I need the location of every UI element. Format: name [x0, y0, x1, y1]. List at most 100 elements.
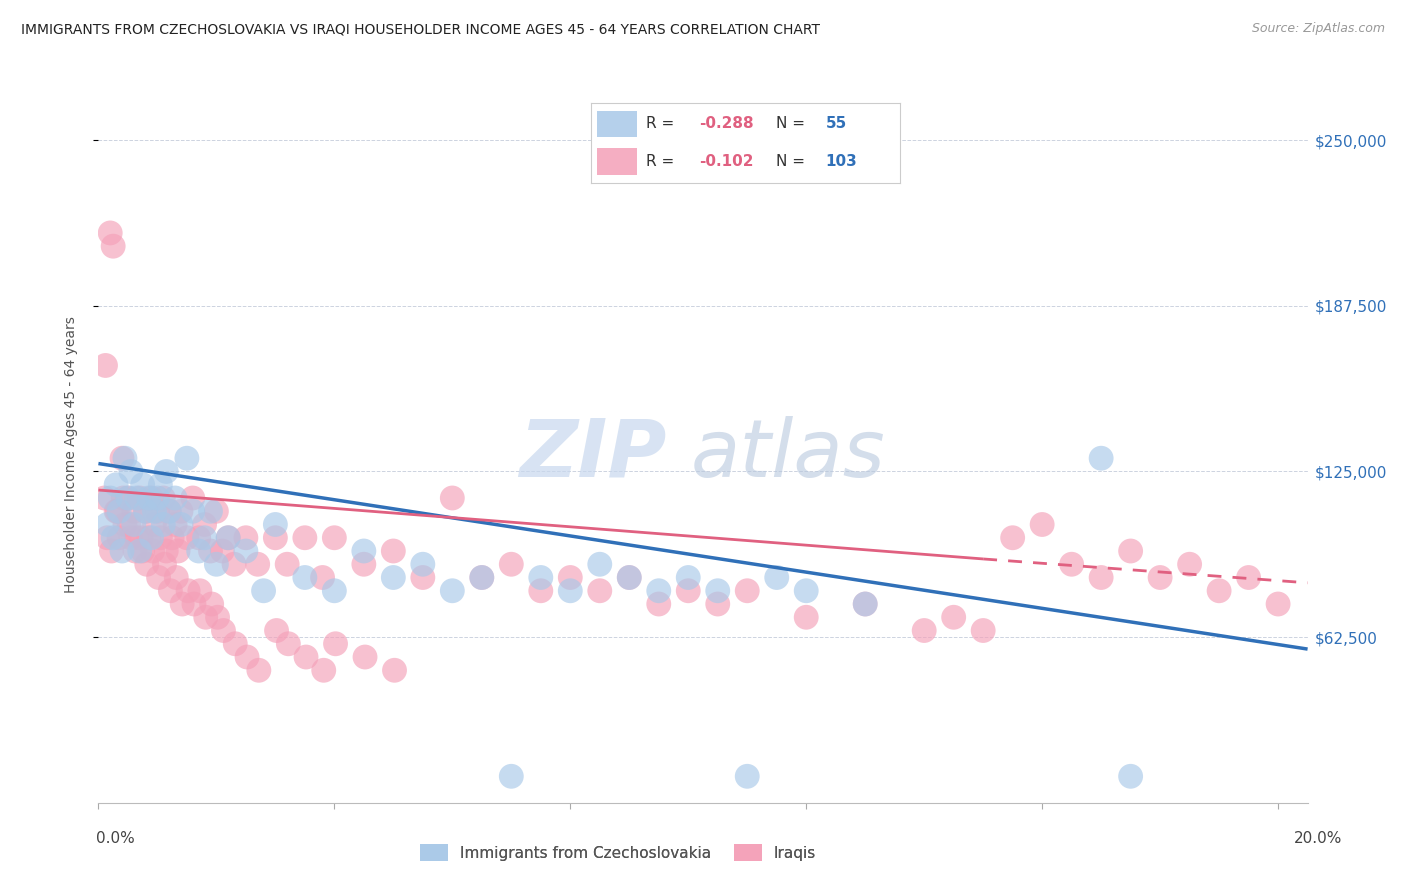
Point	[131, 477, 153, 491]
Point	[124, 544, 146, 558]
Point	[678, 583, 700, 598]
Text: N =: N =	[776, 116, 810, 131]
Point	[101, 239, 124, 253]
Point	[794, 583, 817, 598]
Point	[152, 517, 174, 532]
Point	[252, 583, 274, 598]
Text: 103: 103	[825, 154, 858, 169]
Point	[294, 570, 316, 584]
Point	[501, 558, 523, 572]
Point	[176, 531, 198, 545]
Point	[181, 504, 204, 518]
Point	[120, 531, 142, 545]
Point	[560, 583, 582, 598]
Point	[211, 544, 233, 558]
Point	[560, 570, 582, 584]
Point	[353, 544, 375, 558]
Point	[143, 517, 166, 532]
Point	[648, 583, 671, 598]
Point	[157, 504, 180, 518]
Point	[105, 477, 128, 491]
Point	[312, 663, 335, 677]
Point	[706, 597, 728, 611]
Point	[325, 637, 347, 651]
Text: 20.0%: 20.0%	[1295, 831, 1343, 847]
Point	[706, 583, 728, 598]
Point	[165, 491, 187, 505]
Point	[222, 558, 245, 572]
Point	[176, 451, 198, 466]
Point	[619, 570, 641, 584]
Point	[165, 517, 187, 532]
Point	[188, 583, 211, 598]
Point	[142, 544, 165, 558]
Text: -0.102: -0.102	[699, 154, 754, 169]
Point	[194, 531, 217, 545]
Point	[382, 544, 405, 558]
Point	[735, 583, 758, 598]
Point	[114, 517, 136, 532]
Point	[471, 570, 494, 584]
Point	[311, 570, 333, 584]
Point	[148, 570, 170, 584]
Point	[530, 570, 553, 584]
Point	[165, 570, 187, 584]
Point	[96, 517, 118, 532]
Point	[1237, 570, 1260, 584]
Point	[853, 597, 876, 611]
Text: -0.288: -0.288	[699, 116, 754, 131]
Point	[125, 491, 148, 505]
Point	[172, 597, 194, 611]
FancyBboxPatch shape	[596, 111, 637, 137]
Point	[128, 544, 150, 558]
Point	[1090, 570, 1112, 584]
Point	[177, 583, 200, 598]
Point	[382, 570, 405, 584]
Text: 0.0%: 0.0%	[96, 831, 135, 847]
Point	[1001, 531, 1024, 545]
Text: Source: ZipAtlas.com: Source: ZipAtlas.com	[1251, 22, 1385, 36]
Point	[853, 597, 876, 611]
Point	[1178, 558, 1201, 572]
Point	[212, 624, 235, 638]
Point	[323, 583, 346, 598]
Point	[224, 637, 246, 651]
Point	[200, 544, 222, 558]
Point	[160, 531, 183, 545]
Point	[117, 491, 139, 505]
Point	[183, 597, 205, 611]
Point	[135, 558, 157, 572]
Point	[138, 491, 160, 505]
Point	[93, 491, 115, 505]
Point	[157, 504, 180, 518]
FancyBboxPatch shape	[596, 148, 637, 175]
Point	[1090, 451, 1112, 466]
Point	[323, 531, 346, 545]
Point	[236, 650, 259, 665]
Point	[384, 663, 406, 677]
Legend: Immigrants from Czechoslovakia, Iraqis: Immigrants from Czechoslovakia, Iraqis	[420, 844, 817, 862]
Point	[153, 558, 176, 572]
Point	[471, 570, 494, 584]
Point	[235, 531, 257, 545]
Point	[108, 531, 131, 545]
Point	[146, 491, 169, 505]
Point	[1267, 597, 1289, 611]
Point	[205, 558, 228, 572]
Point	[181, 491, 204, 505]
Point	[201, 597, 224, 611]
Point	[101, 531, 124, 545]
Point	[294, 531, 316, 545]
Point	[111, 451, 134, 466]
Point	[412, 558, 434, 572]
Point	[412, 570, 434, 584]
Point	[678, 570, 700, 584]
Point	[235, 544, 257, 558]
Point	[187, 544, 209, 558]
Point	[159, 583, 181, 598]
Point	[141, 531, 163, 545]
Point	[170, 517, 193, 532]
Point	[112, 491, 135, 505]
Point	[94, 359, 117, 373]
Point	[589, 558, 612, 572]
